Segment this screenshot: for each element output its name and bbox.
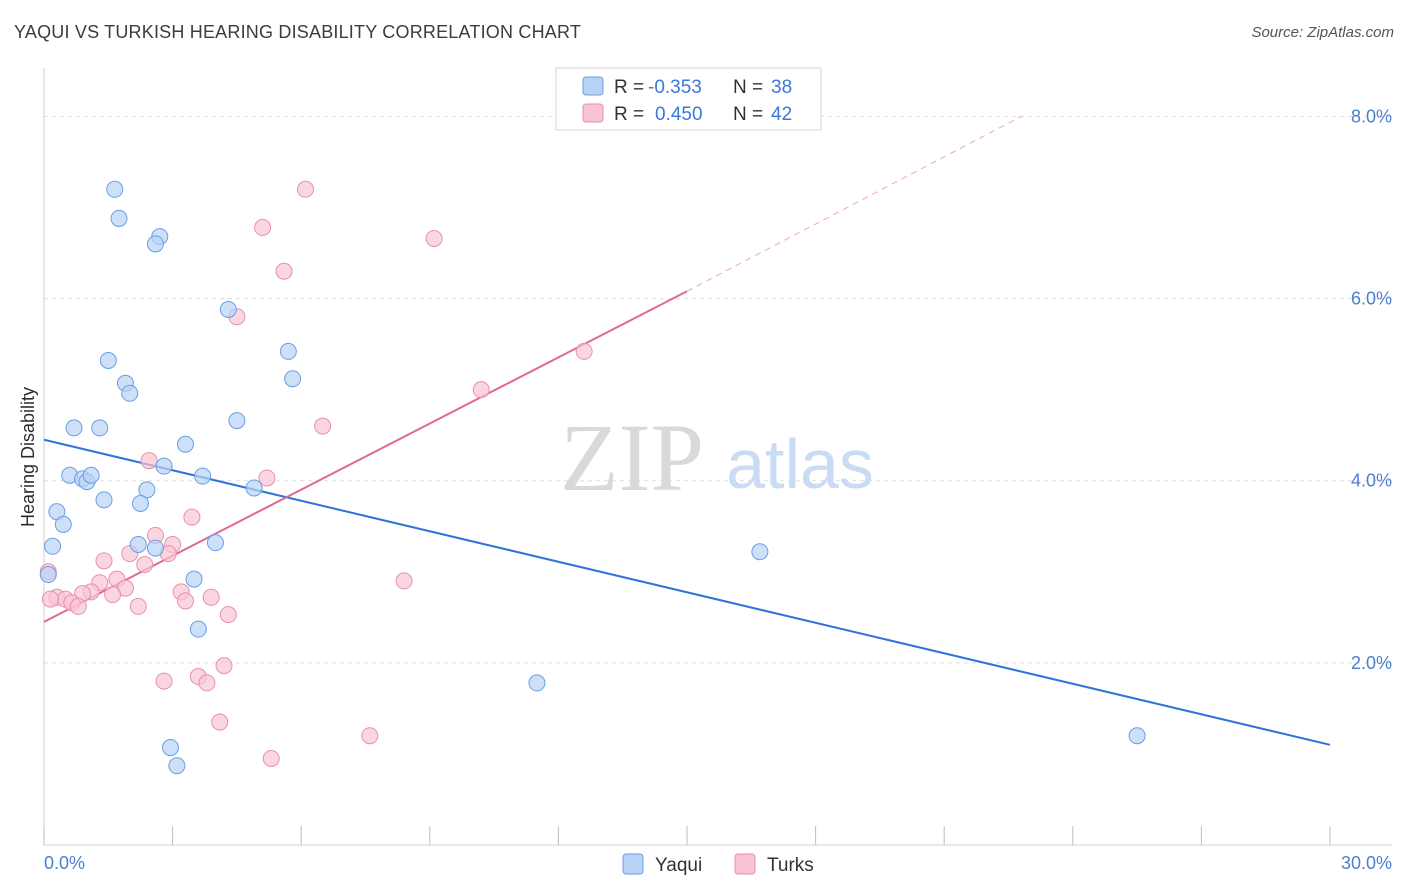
turks-point [219, 606, 237, 624]
turks-point [395, 572, 413, 590]
yaqui-point [228, 412, 246, 430]
turks-trendline-extension [686, 115, 1022, 292]
turks-point [472, 381, 490, 399]
y-tick-label: 8.0% [1351, 106, 1392, 126]
turks-point [211, 713, 229, 731]
series-legend-swatch-yaqui [622, 853, 644, 875]
yaqui-point [189, 620, 207, 638]
series-legend-label-yaqui: Yaqui [655, 855, 702, 876]
legend-n-label-yaqui: N = [733, 77, 763, 98]
watermark-atlas: atlas [726, 425, 874, 503]
watermark: ZIP atlas [560, 404, 874, 511]
yaqui-point [245, 479, 263, 497]
watermark-zip: ZIP [560, 404, 704, 511]
yaqui-point [284, 370, 302, 388]
yaqui-point [121, 384, 139, 402]
turks-point [275, 262, 293, 280]
y-tick-label: 4.0% [1351, 471, 1392, 491]
yaqui-point [155, 457, 173, 475]
turks-point [104, 586, 122, 604]
y-tick-label: 2.0% [1351, 653, 1392, 673]
yaqui-point [95, 491, 113, 509]
turks-point [215, 657, 233, 675]
yaqui-point [82, 466, 100, 484]
yaqui-point [54, 515, 72, 533]
yaqui-point [110, 209, 128, 227]
yaqui-point [751, 543, 769, 561]
yaqui-point [44, 537, 62, 555]
turks-point [41, 590, 59, 608]
source-credit: Source: ZipAtlas.com [1251, 24, 1394, 41]
legend-swatch-yaqui [582, 76, 604, 96]
yaqui-point [168, 757, 186, 775]
legend-n-value-turks: 42 [771, 104, 792, 125]
turks-point [129, 597, 147, 615]
turks-point [425, 229, 443, 247]
turks-point [95, 552, 113, 570]
x-tick-label: 0.0% [44, 853, 85, 873]
turks-point [136, 556, 154, 573]
yaqui-point [138, 481, 156, 499]
yaqui-point [279, 342, 297, 360]
yaqui-point [528, 674, 546, 692]
series-legend-label-turks: Turks [767, 855, 814, 876]
yaqui-point [146, 235, 164, 253]
legend-swatch-turks [582, 103, 604, 123]
legend-r-value-yaqui: -0.353 [648, 77, 702, 98]
turks-point [198, 674, 216, 692]
x-ticks [43, 826, 1331, 845]
legend-n-label-turks: N = [733, 104, 763, 125]
yaqui-point [185, 570, 203, 588]
yaqui-point [1128, 727, 1146, 745]
y-axis-label: Hearing Disability [18, 387, 38, 527]
turks-point [176, 592, 194, 610]
yaqui-point [106, 180, 124, 198]
x-tick-label: 30.0% [1341, 853, 1392, 873]
turks-point [262, 749, 280, 767]
yaqui-point [206, 534, 224, 552]
yaqui-point [129, 535, 147, 553]
chart-title: YAQUI VS TURKISH HEARING DISABILITY CORR… [14, 22, 582, 42]
yaqui-point [194, 467, 212, 485]
turks-point [575, 342, 593, 360]
y-tick-label: 6.0% [1351, 289, 1392, 309]
yaqui-point [176, 435, 194, 453]
turks-point [155, 672, 173, 690]
grid-lines [44, 115, 1392, 664]
turks-point [254, 219, 272, 237]
turks-point [69, 597, 87, 615]
yaqui-point [219, 301, 237, 318]
yaqui-point [91, 419, 109, 437]
series-legend-swatch-turks [734, 853, 756, 875]
turks-point [202, 588, 220, 606]
stats-legend: R = -0.353 N = 38 R = 0.450 N = 42 [555, 67, 822, 131]
axes [43, 68, 1392, 846]
series-legend: Yaqui Turks [622, 853, 814, 876]
yaqui-point [146, 539, 164, 557]
turks-point [314, 417, 332, 435]
turks-point [296, 180, 314, 198]
turks-point [361, 727, 379, 745]
yaqui-point [131, 494, 149, 512]
turks-point [140, 452, 158, 470]
yaqui-point [65, 419, 83, 437]
legend-n-value-yaqui: 38 [771, 77, 792, 98]
legend-r-label-yaqui: R = [614, 77, 644, 98]
yaqui-point [161, 739, 179, 757]
turks-point [183, 508, 201, 526]
legend-r-value-turks: 0.450 [655, 104, 703, 125]
legend-r-label-turks: R = [614, 104, 644, 125]
data-points [39, 180, 1146, 775]
yaqui-point [99, 352, 117, 369]
turks-point [258, 469, 276, 487]
yaqui-point [39, 566, 57, 584]
tick-labels: 2.0% 4.0% 6.0% 8.0% 0.0% 30.0% [44, 106, 1392, 873]
